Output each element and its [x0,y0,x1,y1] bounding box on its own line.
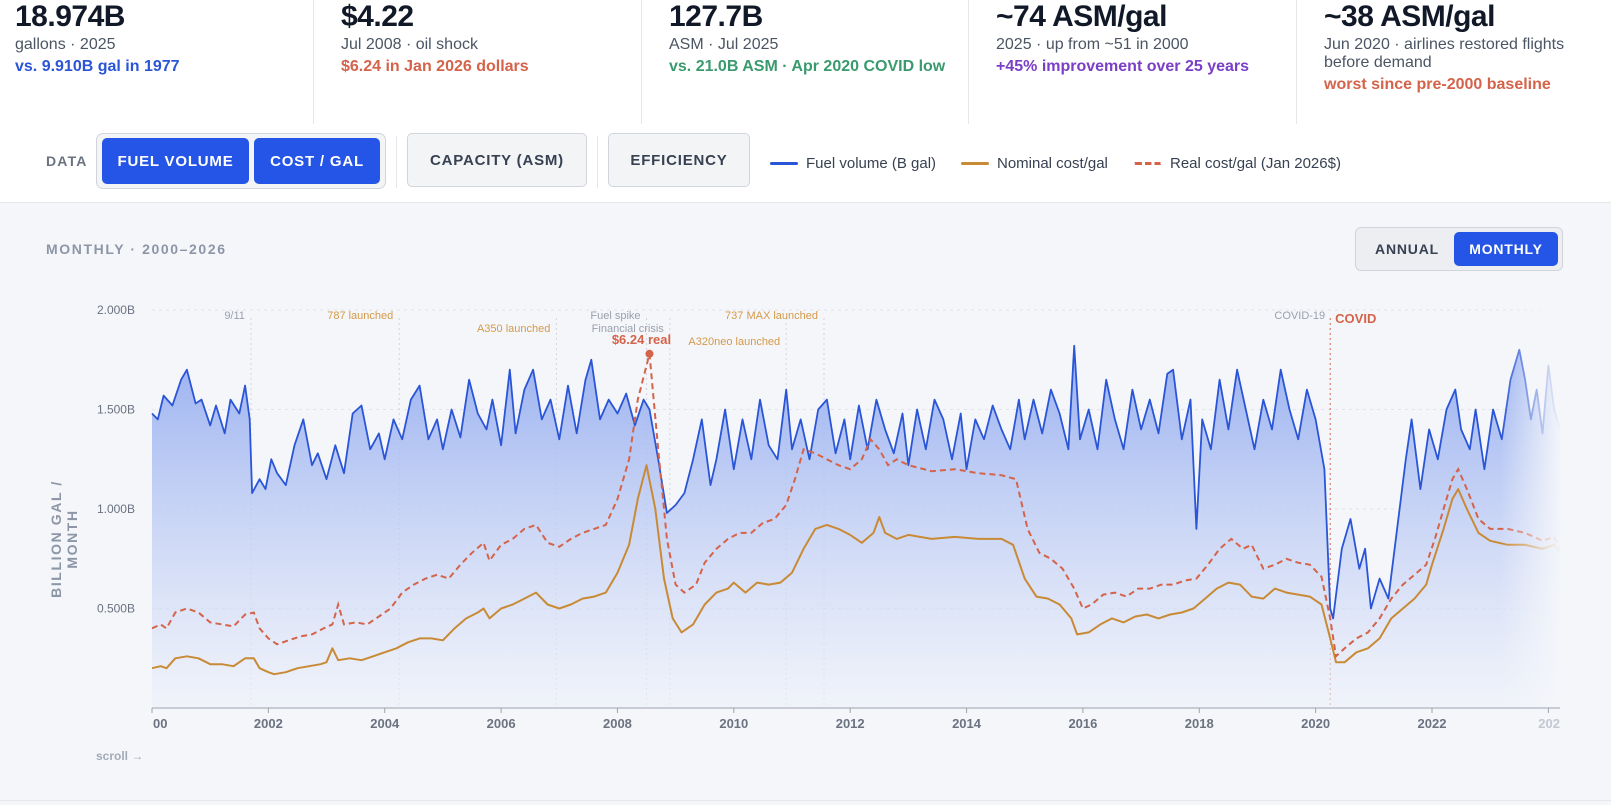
monthly-toggle-button[interactable]: MONTHLY [1454,232,1558,266]
stat-subtitle: 2025 · up from ~51 in 2000 [996,36,1189,53]
stat-card-capacity: 127.7B ASM · Jul 2025 vs. 21.0B ASM · Ap… [641,0,968,124]
covid-label: COVID [1335,311,1376,326]
selected-datasets-group: FUEL VOLUME COST / GAL [96,133,386,189]
y-tick-label: 1.500B [97,403,135,417]
y-tick-label: 1.000B [97,502,135,516]
stat-comparison: worst since pre-2000 baseline [1324,76,1551,93]
divider [396,136,397,188]
x-tick-label: 2004 [370,716,400,731]
x-tick-label: 2010 [719,716,748,731]
stat-value: 127.7B [669,0,763,33]
stat-comparison: $6.24 in Jan 2026 dollars [341,58,529,75]
event-label: 9/11 [224,310,245,322]
fuel-volume-line [151,344,1561,620]
scroll-hint[interactable]: scroll → [96,749,144,763]
legend-label: Nominal cost/gal [997,154,1108,172]
x-tick-label: 2018 [1185,716,1214,731]
chart-panel-title: MONTHLY · 2000–2026 [46,241,227,257]
stat-value: $4.22 [341,0,414,33]
event-label: A320neo launched [688,336,780,348]
fuel-volume-button[interactable]: FUEL VOLUME [102,138,249,184]
data-label: DATA [46,153,88,169]
stat-strip: 18.974B gallons · 2025 vs. 9.910B gal in… [0,0,1611,124]
stat-card-cost: $4.22 Jul 2008 · oil shock $6.24 in Jan … [313,0,641,124]
legend-item-nominal-cost: Nominal cost/gal [961,153,1108,173]
legend-item-fuel-volume: Fuel volume (B gal) [770,153,936,173]
event-label: COVID-19 [1274,310,1325,322]
nominal-cost-line [151,464,1561,676]
stat-value: ~74 ASM/gal [996,0,1167,33]
stat-card-efficiency: ~74 ASM/gal 2025 · up from ~51 in 2000 +… [968,0,1296,124]
x-tick-label: 202 [1538,716,1560,731]
legend-swatch [1134,161,1162,165]
fuel-cost-chart[interactable]: 9/11 787 launched A350 launched Fuel spikeF… [0,263,1611,803]
granularity-toggle: ANNUAL MONTHLY [1355,227,1563,271]
stat-comparison: +45% improvement over 25 years [996,58,1250,75]
event-label: A350 launched [477,323,550,335]
y-tick-label: 2.000B [97,303,135,317]
stat-card-worst-efficiency: ~38 ASM/gal Jun 2020 · airlines restored… [1296,0,1611,124]
x-tick-label: 2006 [487,716,516,731]
stat-card-fuel-volume: 18.974B gallons · 2025 vs. 9.910B gal in… [0,0,313,124]
stat-subtitle: ASM · Jul 2025 [669,36,779,53]
legend-label: Real cost/gal (Jan 2026$) [1170,154,1341,172]
annual-toggle-button[interactable]: ANNUAL [1375,241,1439,257]
efficiency-button[interactable]: EFFICIENCY [608,133,750,187]
capacity-asm-button[interactable]: CAPACITY (ASM) [407,133,587,187]
stat-subtitle: Jun 2020 · airlines restored flights bef… [1324,36,1565,71]
stat-comparison: vs. 9.910B gal in 1977 [15,58,180,75]
x-tick-label: 2008 [603,716,632,731]
peak-point [645,349,654,358]
x-tick-label: 2020 [1301,716,1330,731]
event-label: 737 MAX launched [725,310,818,322]
stat-comparison: vs. 21.0B ASM · Apr 2020 COVID low [669,58,946,75]
axes: 0.500B 1.000B 1.500B 2.000B 00 2002 2004 2006 20… [97,303,1560,731]
chart-panel: MONTHLY · 2000–2026 ANNUAL MONTHLY BILLI… [0,203,1611,805]
scroll-fade [1500,300,1562,708]
stat-subtitle: Jul 2008 · oil shock [341,36,478,53]
divider [597,136,598,188]
y-tick-label: 0.500B [97,602,135,616]
x-tick-label: 00 [153,716,167,731]
fuel-volume-area [152,345,1560,708]
plot-area: $6.24 real [151,300,1562,708]
stat-subtitle: gallons · 2025 [15,36,116,53]
real-cost-line [151,353,1561,659]
peak-label: $6.24 real [612,332,671,347]
cost-per-gal-button[interactable]: COST / GAL [254,138,380,184]
stat-value: 18.974B [15,0,125,33]
x-tick-label: 2022 [1418,716,1447,731]
legend-swatch [961,161,989,165]
legend-label: Fuel volume (B gal) [806,154,937,172]
legend-swatch [770,161,798,165]
x-tick-label: 2016 [1068,716,1097,731]
x-tick-label: 2012 [836,716,865,731]
data-toolbar: DATA FUEL VOLUME COST / GAL CAPACITY (AS… [0,124,1611,203]
divider [0,800,1611,801]
event-label: 787 launched [327,310,393,322]
x-tick-label: 2014 [952,716,982,731]
stat-value: ~38 ASM/gal [1324,0,1495,33]
event-label: Financial crisis [592,323,665,335]
event-label: Fuel spike [590,310,640,322]
legend-item-real-cost: Real cost/gal (Jan 2026$) [1134,153,1341,173]
x-tick-label: 2002 [254,716,283,731]
